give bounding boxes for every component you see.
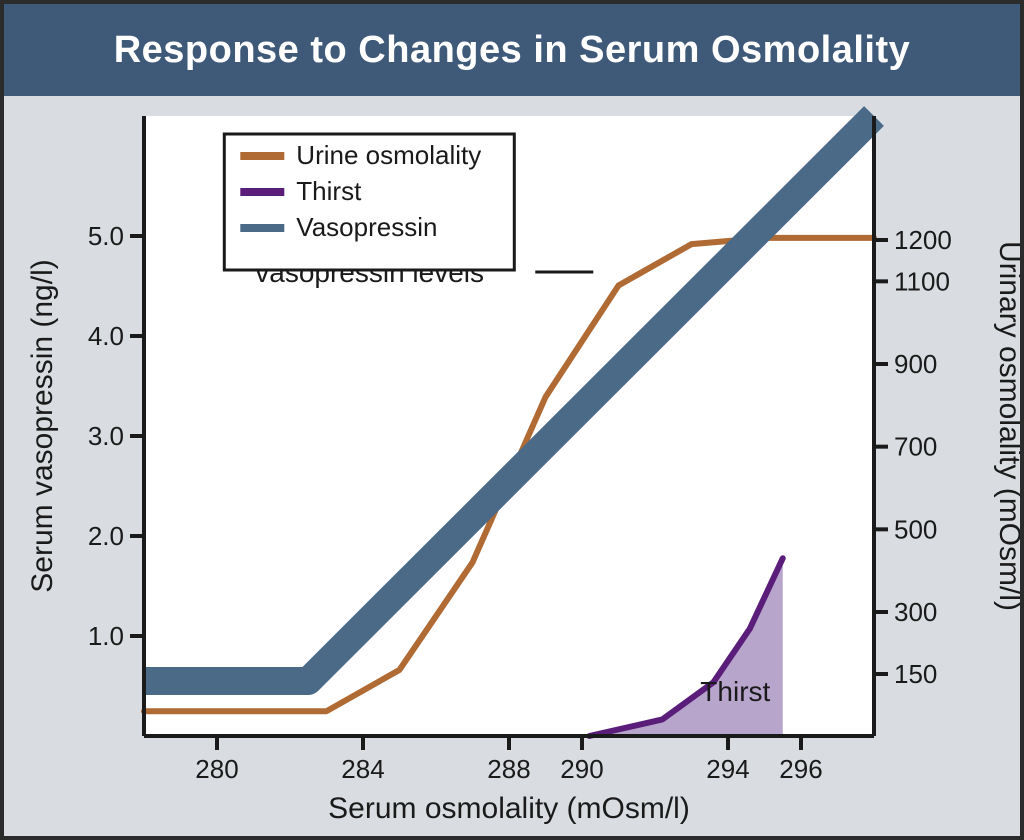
y-right-tick-label: 300 [894, 597, 937, 627]
y-left-tick-label: 3.0 [88, 421, 124, 451]
y-left-tick-label: 1.0 [88, 621, 124, 651]
figure-title-bar: Response to Changes in Serum Osmolality [4, 4, 1020, 96]
y-right-tick-label: 150 [894, 659, 937, 689]
figure-title: Response to Changes in Serum Osmolality [114, 29, 911, 72]
x-axis-label: Serum osmolality (mOsm/l) [328, 792, 690, 825]
y-left-tick-label: 5.0 [88, 221, 124, 251]
y-left-tick-label: 4.0 [88, 321, 124, 351]
x-tick-label: 290 [560, 754, 603, 784]
y-right-axis-label: Urinary osmolality (mOsm/l) [993, 241, 1020, 611]
y-left-tick-label: 2.0 [88, 521, 124, 551]
plot-panel: Thirst 1.0 2.0 3.0 4.0 5.0 150 300 500 700 900 1100… [4, 96, 1020, 836]
legend-label: Thirst [296, 176, 362, 206]
y-right-tick-label: 700 [894, 432, 937, 462]
x-tick-label: 288 [487, 754, 530, 784]
x-tick-label: 294 [706, 754, 749, 784]
chart-svg: Thirst 1.0 2.0 3.0 4.0 5.0 150 300 500 700 900 1100… [4, 96, 1020, 840]
y-right-tick-label: 1200 [894, 225, 952, 255]
x-tick-label: 296 [779, 754, 822, 784]
x-tick-label: 280 [195, 754, 238, 784]
y-left-axis-label: Serum vasopressin (ng/l) [26, 259, 59, 592]
legend-label: Vasopressin [296, 212, 437, 242]
x-tick-label: 284 [341, 754, 384, 784]
legend-label: Urine osmolality [296, 140, 481, 170]
y-right-tick-label: 900 [894, 349, 937, 379]
thirst-annotation: Thirst [700, 676, 770, 707]
y-right-tick-label: 1100 [894, 266, 950, 296]
figure-frame: Response to Changes in Serum Osmolality … [0, 0, 1024, 840]
y-right-tick-label: 500 [894, 514, 937, 544]
